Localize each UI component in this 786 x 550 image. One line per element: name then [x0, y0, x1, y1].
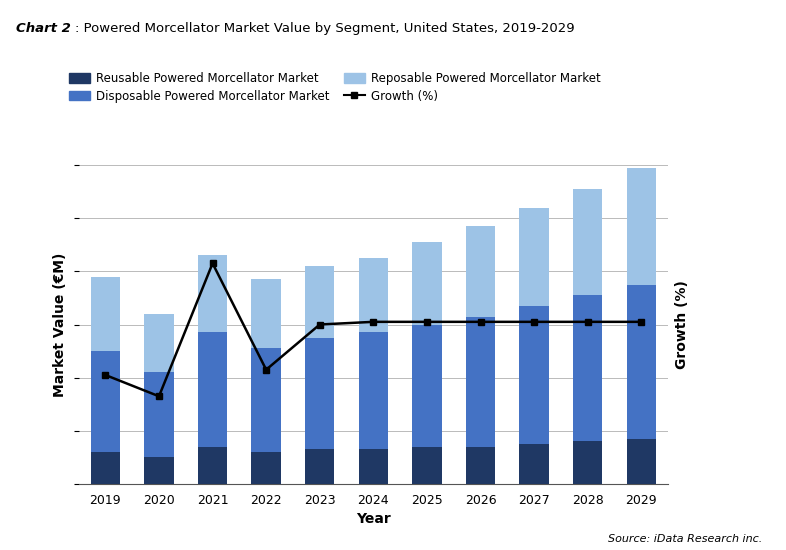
Bar	[573, 295, 602, 442]
Text: Source: iData Research inc.: Source: iData Research inc.	[608, 535, 762, 544]
Bar	[305, 449, 335, 484]
Bar	[520, 444, 549, 484]
Bar	[358, 258, 388, 332]
Bar	[305, 266, 335, 338]
Bar	[466, 317, 495, 447]
Bar	[252, 452, 281, 484]
Bar	[466, 226, 495, 317]
Bar	[198, 447, 227, 484]
Bar	[520, 306, 549, 444]
Bar	[626, 168, 656, 285]
Bar	[198, 255, 227, 332]
Bar	[520, 207, 549, 306]
Text: : Powered Morcellator Market Value by Segment, United States, 2019-2029: : Powered Morcellator Market Value by Se…	[75, 22, 575, 35]
Bar	[358, 449, 388, 484]
Bar	[145, 314, 174, 372]
Bar	[145, 458, 174, 484]
Bar	[198, 332, 227, 447]
X-axis label: Year: Year	[356, 512, 391, 526]
Bar	[252, 279, 281, 349]
Bar	[90, 277, 120, 351]
Legend: Reusable Powered Morcellator Market, Disposable Powered Morcellator Market, Repo: Reusable Powered Morcellator Market, Dis…	[69, 72, 601, 103]
Y-axis label: Market Value (€M): Market Value (€M)	[53, 252, 67, 397]
Y-axis label: Growth (%): Growth (%)	[675, 280, 689, 369]
Bar	[90, 351, 120, 452]
Bar	[358, 332, 388, 449]
Bar	[90, 452, 120, 484]
Bar	[412, 242, 442, 324]
Bar	[412, 447, 442, 484]
Bar	[145, 372, 174, 458]
Bar	[626, 285, 656, 439]
Bar	[573, 442, 602, 484]
Bar	[252, 349, 281, 452]
Text: Chart 2: Chart 2	[16, 22, 71, 35]
Bar	[466, 447, 495, 484]
Bar	[412, 324, 442, 447]
Bar	[305, 338, 335, 449]
Bar	[626, 439, 656, 484]
Bar	[573, 189, 602, 295]
